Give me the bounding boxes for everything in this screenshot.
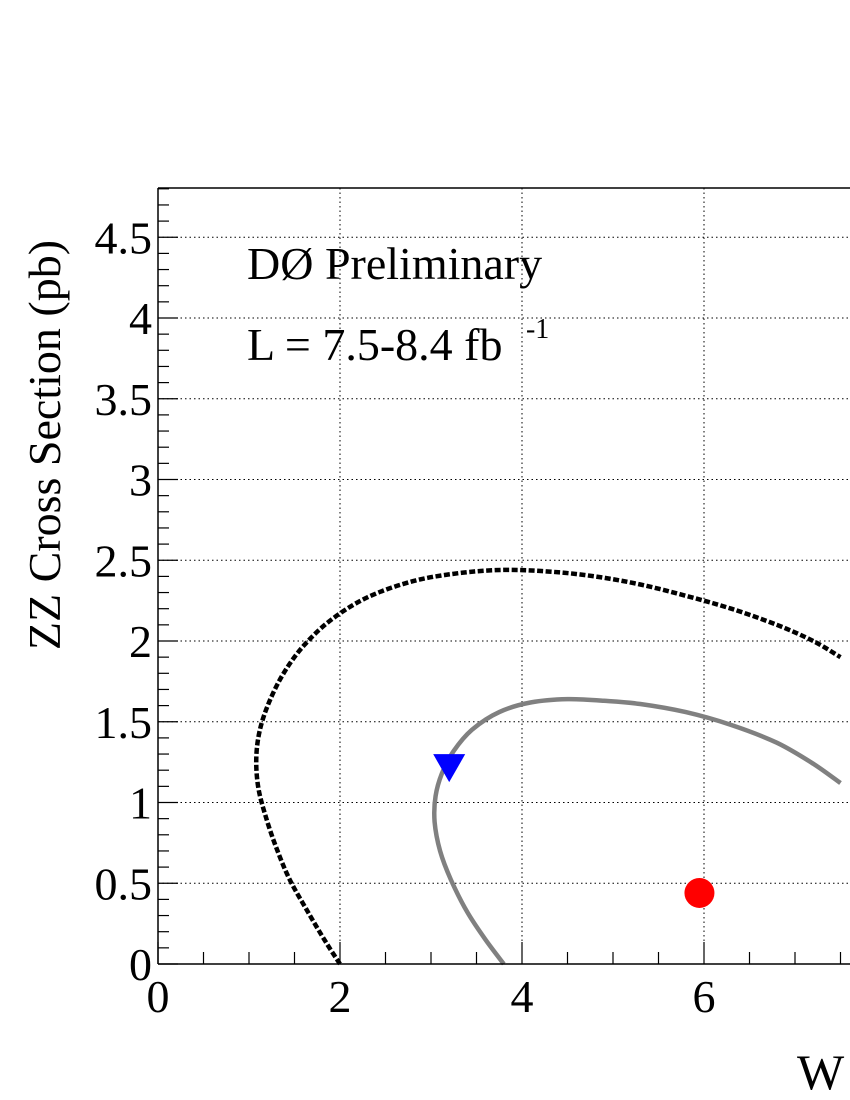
red-circle-marker [684,877,715,908]
y-tick-label: 4 [129,293,152,344]
tick-labels: 0 0.5 1 1.5 2 2.5 3 3.5 4 4.5 0 2 4 6 [95,212,716,1022]
grid-lines [158,188,850,964]
x-tick-label: 4 [511,971,534,1022]
y-tick-label: 3.5 [95,374,153,425]
contour-dashed-black [253,567,842,966]
y-tick-label: 2.5 [95,535,153,586]
y-tick-label: 3 [129,455,152,506]
minor-ticks [157,188,842,965]
luminosity-label: L = 7.5-8.4 fb -1 [247,314,549,370]
plot-frame [157,187,850,965]
contour-solid-gray [432,696,842,966]
blue-triangle-marker [433,754,466,783]
contour-curves [253,567,842,966]
x-tick-label: 6 [693,971,716,1022]
y-tick-label: 2 [129,616,152,667]
data-markers [433,754,715,908]
y-tick-label: 4.5 [95,212,153,263]
x-tick-label: 0 [147,971,170,1022]
experiment-label: DØ Preliminary [247,238,542,289]
x-tick-label: 2 [329,971,352,1022]
x-axis-label: W [797,1044,845,1100]
y-tick-label: 0.5 [95,858,153,909]
y-tick-label: 1 [129,778,152,829]
y-tick-label: 1.5 [95,697,153,748]
y-tick-label: 0 [129,939,152,990]
luminosity-text: L = 7.5-8.4 fb [247,319,502,370]
luminosity-exponent: -1 [526,314,549,345]
y-axis-label: ZZ Cross Section (pb) [19,240,70,650]
